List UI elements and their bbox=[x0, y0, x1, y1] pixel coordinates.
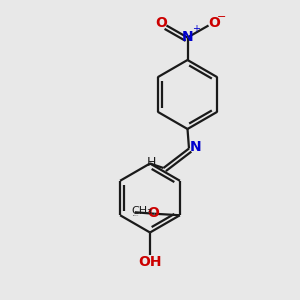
Text: methoxy: methoxy bbox=[133, 214, 139, 216]
Text: CH₃: CH₃ bbox=[131, 206, 152, 216]
Text: O: O bbox=[155, 16, 167, 30]
Text: OH: OH bbox=[138, 255, 162, 268]
Text: N: N bbox=[190, 140, 201, 154]
Text: −: − bbox=[217, 12, 227, 22]
Text: N: N bbox=[182, 30, 193, 44]
Text: O: O bbox=[148, 206, 159, 220]
Text: O: O bbox=[208, 16, 220, 30]
Text: +: + bbox=[192, 24, 200, 34]
Text: H: H bbox=[147, 156, 156, 169]
